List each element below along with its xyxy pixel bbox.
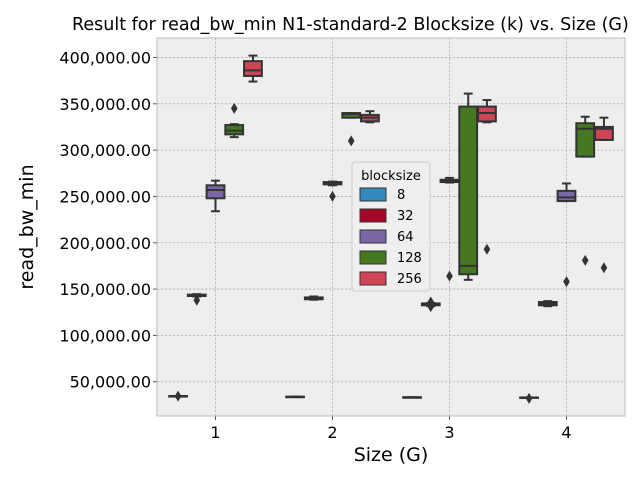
legend-items: 8 32 64 128 256 [359,187,422,287]
box-32-size-2 [303,295,324,301]
box-128-size-3 [458,92,479,281]
outlier-marker [600,262,608,274]
legend-title: blocksize [361,169,421,184]
legend: blocksize 8 32 64 128 256 [351,161,431,292]
box-64-size-1 [205,179,226,213]
box-body [205,184,226,200]
legend-swatch-64 [359,229,387,244]
legend-swatch-128 [359,250,387,265]
legend-swatch-8 [359,187,387,202]
y-tick-label: 200,000.00 [59,234,151,253]
box-body [458,105,479,276]
legend-label-128: 128 [397,251,422,266]
outlier-marker [174,390,182,402]
box-128-size-1 [224,102,245,139]
x-tick-label: 4 [561,423,571,442]
y-tick-label: 300,000.00 [59,141,151,160]
x-axis-label: Size (G) [354,444,429,466]
y-tick-label: 400,000.00 [59,48,151,67]
outlier-marker [347,135,355,147]
legend-swatch-256 [359,271,387,286]
legend-label-256: 256 [397,272,422,287]
outlier-marker [483,243,491,255]
outlier-marker [581,254,589,266]
box-8-size-3 [402,396,422,399]
box-64-size-3 [439,176,460,282]
box-256-size-2 [360,110,380,124]
box-256-size-3 [477,99,497,255]
outlier-marker [525,392,533,404]
y-tick-label: 350,000.00 [59,95,151,114]
box-body [556,189,577,203]
outlier-marker [427,296,435,308]
y-tick-label: 250,000.00 [59,187,151,206]
outlier-marker [563,276,570,288]
outlier-marker [329,190,336,202]
box-32-size-1 [186,293,207,306]
box-8-size-2 [285,395,305,399]
box-8-size-1 [168,390,188,402]
box-64-size-4 [556,182,577,288]
y-axis-label: read_bw_min [16,164,38,289]
outlier-marker [193,294,201,306]
legend-swatch-32 [359,208,387,223]
y-tick-label: 50,000.00 [70,373,151,392]
x-ticks: 1 2 3 4 [210,416,572,442]
box-32-size-3 [420,296,441,313]
x-tick-label: 2 [327,423,337,442]
y-tick-label: 150,000.00 [59,280,151,299]
box-64-size-2 [322,180,343,202]
y-ticks: 50,000.00 100,000.00 150,000.00 200,000.00 2… [59,48,157,392]
box-32-size-4 [537,300,558,308]
boxes [168,54,614,404]
box-8-size-4 [519,392,539,404]
chart-title: Result for read_bw_min N1-standard-2 Blo… [72,15,629,35]
axes-frame [156,37,626,417]
legend-label-32: 32 [397,209,414,224]
box-128-size-4 [575,115,596,266]
box-256-size-4 [594,116,614,274]
x-tick-label: 3 [444,423,454,442]
box-body [243,60,263,77]
box-body [594,125,614,141]
outlier-marker [230,102,238,114]
legend-label-64: 64 [397,230,414,245]
x-tick-label: 1 [210,423,220,442]
box-256-size-1 [243,54,263,83]
outlier-marker [446,270,453,282]
grid [157,38,625,416]
legend-label-8: 8 [397,188,405,203]
y-tick-label: 100,000.00 [59,326,151,345]
